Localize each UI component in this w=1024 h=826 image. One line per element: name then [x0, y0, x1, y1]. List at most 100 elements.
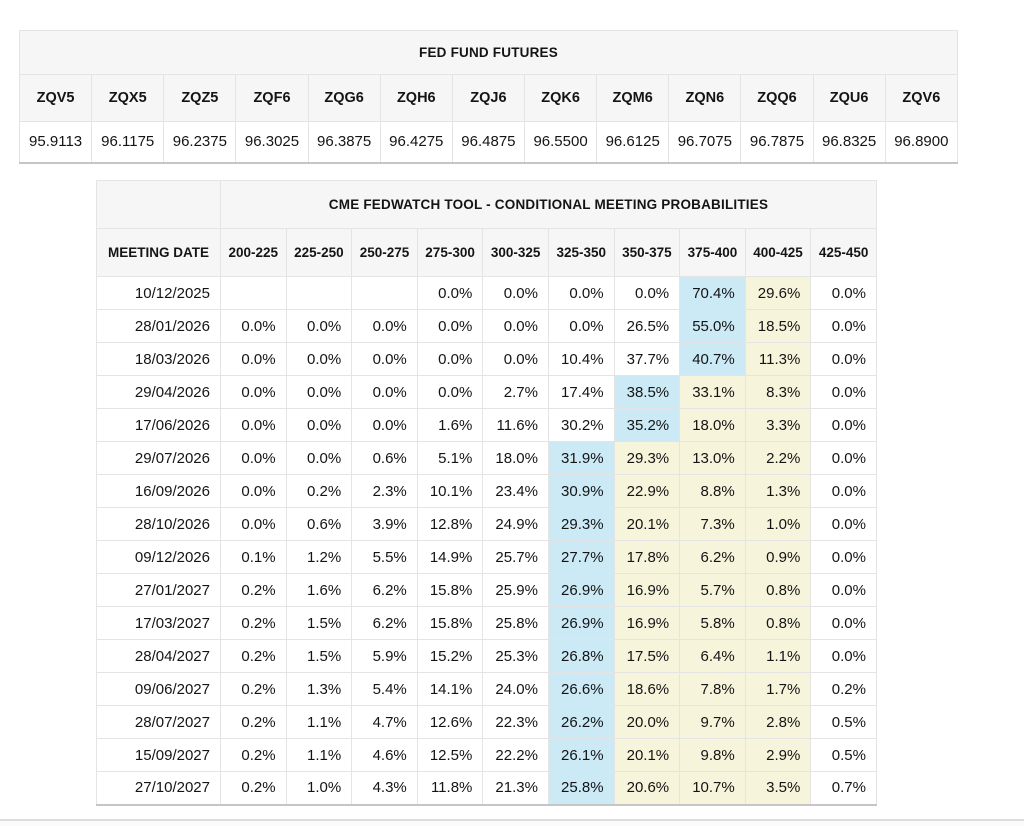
probability-cell: 0.0%	[416, 375, 484, 409]
table-row: 27/10/2027 0.2% 1.0% 4.3% 11.8% 21.3% 25.8% 20.…	[96, 771, 877, 805]
probability-cell: 2.7%	[482, 375, 549, 409]
table-row: 29/07/2026 0.0% 0.0% 0.6% 5.1% 18.0% 31.9% 29.3…	[96, 441, 877, 475]
futures-table-body: 95.9113 96.1175 96.2375 96.3025 96.3875 96.42…	[18, 121, 959, 163]
probability-cell: 29.3%	[547, 507, 615, 541]
probability-cell: 25.7%	[482, 540, 549, 574]
rate-range-header: 425-450	[810, 228, 877, 277]
table-row: 09/12/2026 0.1% 1.2% 5.5% 14.9% 25.7% 27.7% 17.…	[96, 540, 877, 574]
probability-cell: 0.0%	[482, 309, 549, 343]
probability-cell: 0.2%	[220, 606, 287, 640]
probability-cell: 1.0%	[285, 771, 353, 805]
probability-cell: 4.7%	[351, 705, 418, 739]
futures-ticker-header: ZQG6	[307, 74, 381, 122]
meeting-date-cell: 28/10/2026	[96, 507, 221, 541]
probability-cell: 1.6%	[285, 573, 353, 607]
probability-cell: 21.3%	[482, 771, 549, 805]
probability-cell: 0.7%	[810, 771, 877, 805]
probability-cell: 0.0%	[810, 540, 877, 574]
probability-cell: 0.0%	[351, 408, 418, 442]
rate-range-header: 375-400	[679, 228, 746, 277]
table-row: 17/06/2026 0.0% 0.0% 0.0% 1.6% 11.6% 30.2% 35.2…	[96, 408, 877, 442]
probability-cell: 25.9%	[482, 573, 549, 607]
probability-cell: 0.9%	[744, 540, 812, 574]
probability-cell: 29.3%	[613, 441, 681, 475]
probability-cell: 0.0%	[810, 276, 877, 310]
futures-ticker-header: ZQM6	[596, 74, 670, 122]
probability-cell	[285, 276, 353, 310]
probability-cell: 38.5%	[613, 375, 681, 409]
probability-cell: 0.0%	[810, 606, 877, 640]
probability-cell: 0.2%	[220, 639, 287, 673]
probability-cell: 0.0%	[220, 441, 287, 475]
futures-ticker-header: ZQV6	[884, 74, 959, 122]
probability-cell: 26.6%	[547, 672, 615, 706]
probability-cell: 16.9%	[613, 606, 681, 640]
probability-cell: 30.2%	[547, 408, 615, 442]
probability-cell: 25.8%	[482, 606, 549, 640]
probability-cell: 20.6%	[613, 771, 681, 805]
rate-range-header: 400-425	[744, 228, 812, 277]
probability-cell: 5.9%	[351, 639, 418, 673]
probability-cell: 0.0%	[416, 309, 484, 343]
probability-cell: 20.1%	[613, 738, 681, 772]
table-row: 28/04/2027 0.2% 1.5% 5.9% 15.2% 25.3% 26.8% 17.…	[96, 639, 877, 673]
probability-cell: 17.4%	[547, 375, 615, 409]
probability-cell: 9.7%	[679, 705, 746, 739]
meeting-date-cell: 29/07/2026	[96, 441, 221, 475]
probability-cell: 12.5%	[416, 738, 484, 772]
probability-cell: 1.7%	[744, 672, 812, 706]
futures-price-cell: 96.4275	[379, 121, 453, 163]
probability-cell: 6.2%	[679, 540, 746, 574]
meeting-date-cell: 27/10/2027	[96, 771, 221, 805]
probability-cell: 0.0%	[482, 342, 549, 376]
probability-cell: 2.8%	[744, 705, 812, 739]
probability-cell: 31.9%	[547, 441, 615, 475]
probability-cell: 30.9%	[547, 474, 615, 508]
probability-cell: 5.4%	[351, 672, 418, 706]
meeting-date-cell: 17/06/2026	[96, 408, 221, 442]
fedwatch-table-head: CME FEDWATCH TOOL - CONDITIONAL MEETING …	[96, 180, 877, 277]
meeting-date-cell: 10/12/2025	[96, 276, 221, 310]
probability-cell: 27.7%	[547, 540, 615, 574]
probability-cell: 0.6%	[351, 441, 418, 475]
futures-ticker-header: ZQK6	[523, 74, 598, 122]
futures-ticker-header: ZQX5	[91, 74, 165, 122]
futures-ticker-header: ZQU6	[812, 74, 886, 122]
probability-cell: 0.0%	[220, 408, 287, 442]
fedwatch-table-title: CME FEDWATCH TOOL - CONDITIONAL MEETING …	[220, 180, 877, 229]
probability-cell: 26.5%	[613, 309, 681, 343]
probability-cell: 0.2%	[810, 672, 877, 706]
table-row: 10/12/2025 0.0% 0.0% 0.0% 0.0% 70.4% 29.6% 0.0%	[96, 276, 877, 310]
probability-cell: 0.0%	[482, 276, 549, 310]
fedwatch-title-row: CME FEDWATCH TOOL - CONDITIONAL MEETING …	[96, 180, 877, 229]
futures-ticker-header: ZQN6	[668, 74, 742, 122]
futures-price-cell: 96.7875	[740, 121, 814, 163]
probability-cell: 0.0%	[220, 342, 287, 376]
probability-cell: 18.0%	[482, 441, 549, 475]
probability-cell: 2.2%	[744, 441, 812, 475]
probability-cell: 14.9%	[416, 540, 484, 574]
probability-cell: 26.2%	[547, 705, 615, 739]
table-row: 28/07/2027 0.2% 1.1% 4.7% 12.6% 22.3% 26.2% 20.…	[96, 705, 877, 739]
probability-cell	[220, 276, 287, 310]
probability-cell: 0.0%	[810, 342, 877, 376]
probability-cell: 20.1%	[613, 507, 681, 541]
futures-ticker-header: ZQF6	[235, 74, 309, 122]
futures-ticker-row: ZQV5 ZQX5 ZQZ5 ZQF6 ZQG6 ZQH6 ZQJ6 ZQK6 ZQM6 ZQN6…	[18, 74, 959, 122]
table-row: 28/01/2026 0.0% 0.0% 0.0% 0.0% 0.0% 0.0% 26.5% 5…	[96, 309, 877, 343]
probability-cell: 0.8%	[744, 606, 812, 640]
probability-cell: 0.0%	[810, 573, 877, 607]
probability-cell: 0.0%	[285, 441, 353, 475]
probability-cell: 22.9%	[613, 474, 681, 508]
probability-cell: 0.0%	[810, 309, 877, 343]
futures-price-cell: 96.8900	[884, 121, 959, 163]
probability-cell: 4.6%	[351, 738, 418, 772]
probability-cell: 0.0%	[351, 309, 418, 343]
table-row: 28/10/2026 0.0% 0.6% 3.9% 12.8% 24.9% 29.3% 20.…	[96, 507, 877, 541]
fed-fund-futures-table: FED FUND FUTURES ZQV5 ZQX5 ZQZ5 ZQF6 ZQG6 ZQH…	[18, 30, 959, 164]
probability-cell: 7.8%	[679, 672, 746, 706]
table-row: 18/03/2026 0.0% 0.0% 0.0% 0.0% 0.0% 10.4% 37.7%…	[96, 342, 877, 376]
futures-ticker-header: ZQJ6	[451, 74, 525, 122]
probability-cell: 37.7%	[613, 342, 681, 376]
probability-cell: 0.0%	[285, 408, 353, 442]
